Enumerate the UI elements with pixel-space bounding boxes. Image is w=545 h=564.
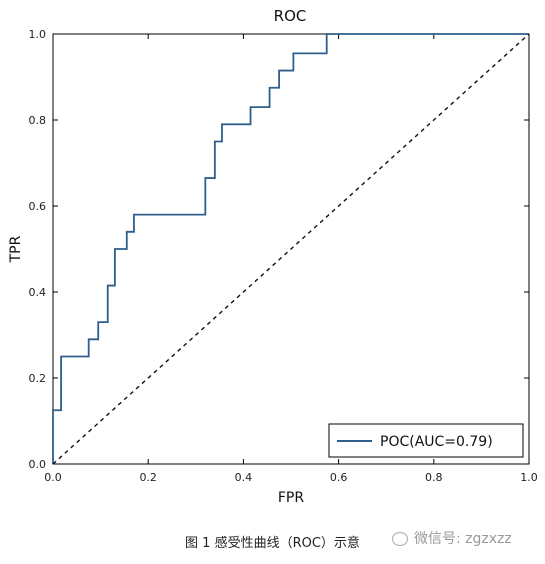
legend: POC(AUC=0.79) xyxy=(328,423,524,458)
x-tick-label: 1.0 xyxy=(520,471,538,484)
y-tick-label: 0.2 xyxy=(29,372,47,385)
y-axis-ticks: 0.0 0.2 0.4 0.6 0.8 1.0 xyxy=(29,28,529,471)
watermark: 微信号: zgzxzz xyxy=(392,528,512,548)
series-layer xyxy=(52,33,530,465)
roc-curve xyxy=(52,33,529,464)
x-tick-label: 0.4 xyxy=(235,471,253,484)
y-tick-label: 0.4 xyxy=(29,286,47,299)
watermark-text: 微信号: zgzxzz xyxy=(414,531,512,547)
x-tick-label: 0.0 xyxy=(44,471,62,484)
legend-label: POC(AUC=0.79) xyxy=(380,434,493,450)
x-axis-title: FPR xyxy=(278,490,304,506)
x-tick-label: 0.6 xyxy=(330,471,348,484)
y-axis-title: TPR xyxy=(8,235,24,263)
y-tick-label: 0.8 xyxy=(29,114,47,127)
x-axis-ticks: 0.0 0.2 0.4 0.6 0.8 1.0 xyxy=(44,34,538,484)
y-tick-label: 0.0 xyxy=(29,458,47,471)
figure-caption: 图 1 感受性曲线（ROC）示意 xyxy=(185,536,360,551)
plot-frame xyxy=(52,33,530,465)
diagonal-reference-line xyxy=(52,33,530,465)
y-tick-label: 0.6 xyxy=(29,200,47,213)
chart-title: ROC xyxy=(274,7,307,25)
x-tick-label: 0.2 xyxy=(139,471,157,484)
wechat-icon xyxy=(392,532,408,546)
x-tick-label: 0.8 xyxy=(425,471,443,484)
y-tick-label: 1.0 xyxy=(29,28,47,41)
